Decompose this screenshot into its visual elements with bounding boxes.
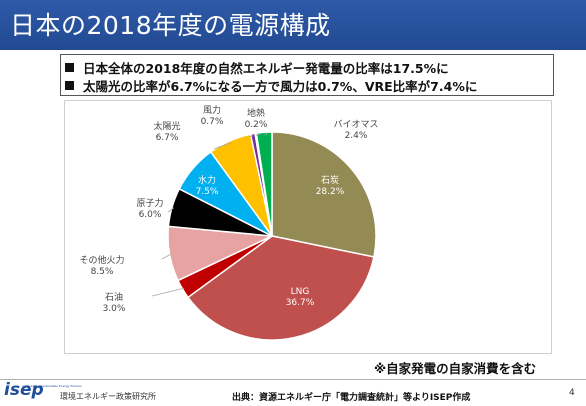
slice-label: 水力 xyxy=(198,174,216,186)
slice-value-label: 6.7% xyxy=(156,133,179,143)
pie-slice xyxy=(255,131,273,237)
pie-slice xyxy=(271,131,377,258)
slice-label: LNG xyxy=(291,287,310,297)
slice-value-label: 36.7% xyxy=(286,298,315,308)
leader-line xyxy=(151,287,185,297)
title-bar: 日本の2018年度の電源構成 xyxy=(0,0,586,50)
slide-title: 日本の2018年度の電源構成 xyxy=(10,11,331,40)
slice-value-label: 0.7% xyxy=(201,117,224,127)
pie-slice xyxy=(186,235,375,341)
bullet-text: 太陽光の比率が6.7%になる一方で風力は0.7%、VRE比率が7.4%に xyxy=(83,79,478,94)
leader-lines xyxy=(151,133,269,297)
slice-label: 石油 xyxy=(105,291,123,303)
bullet-text: 日本全体の2018年度の自然エネルギー発電量の比率は17.5%に xyxy=(83,61,449,76)
slice-label: その他火力 xyxy=(79,254,124,266)
leader-line xyxy=(255,133,261,136)
logo-tagline: Institute for Sustainable Energy Policie… xyxy=(22,384,82,388)
slice-value-label: 2.4% xyxy=(345,131,368,141)
bullet-square-icon xyxy=(65,81,74,90)
footer-divider xyxy=(0,379,586,380)
isep-logo: isep xyxy=(4,380,44,400)
slice-label: 地熱 xyxy=(247,107,265,119)
slice-value-label: 0.2% xyxy=(245,120,268,130)
slice-label: 太陽光 xyxy=(153,120,180,132)
leader-line xyxy=(248,135,254,138)
slice-label: バイオマス xyxy=(333,119,378,130)
slice-label: 石炭 xyxy=(321,175,339,186)
slice-value-label: 8.5% xyxy=(91,267,114,277)
bullet-item: 太陽光の比率が6.7%になる一方で風力は0.7%、VRE比率が7.4%に xyxy=(65,76,477,95)
leader-line xyxy=(161,253,172,260)
slice-value-label: 7.5% xyxy=(196,187,219,197)
pie-slices xyxy=(167,131,377,341)
bullet-item: 日本全体の2018年度の自然エネルギー発電量の比率は17.5%に xyxy=(65,58,449,77)
slice-value-label: 28.2% xyxy=(316,187,345,197)
bullet-box: 日本全体の2018年度の自然エネルギー発電量の比率は17.5%に 太陽光の比率が… xyxy=(60,54,554,96)
slice-label: 風力 xyxy=(203,104,221,116)
slice-value-label: 6.0% xyxy=(139,210,162,220)
slice-label: 原子力 xyxy=(136,197,163,209)
leader-line xyxy=(167,207,175,213)
source-citation: 出典：資源エネルギー庁「電力調査統計」等よりISEP作成 xyxy=(232,393,471,403)
slice-value-label: 3.0% xyxy=(103,304,126,314)
footnote: ※自家発電の自家消費を含む xyxy=(374,361,537,376)
chart-frame xyxy=(64,100,552,354)
organization-name: 環境エネルギー政策研究所 xyxy=(60,392,156,401)
bullet-square-icon xyxy=(65,63,74,72)
page-number: 4 xyxy=(569,388,575,398)
leader-line xyxy=(213,142,231,150)
